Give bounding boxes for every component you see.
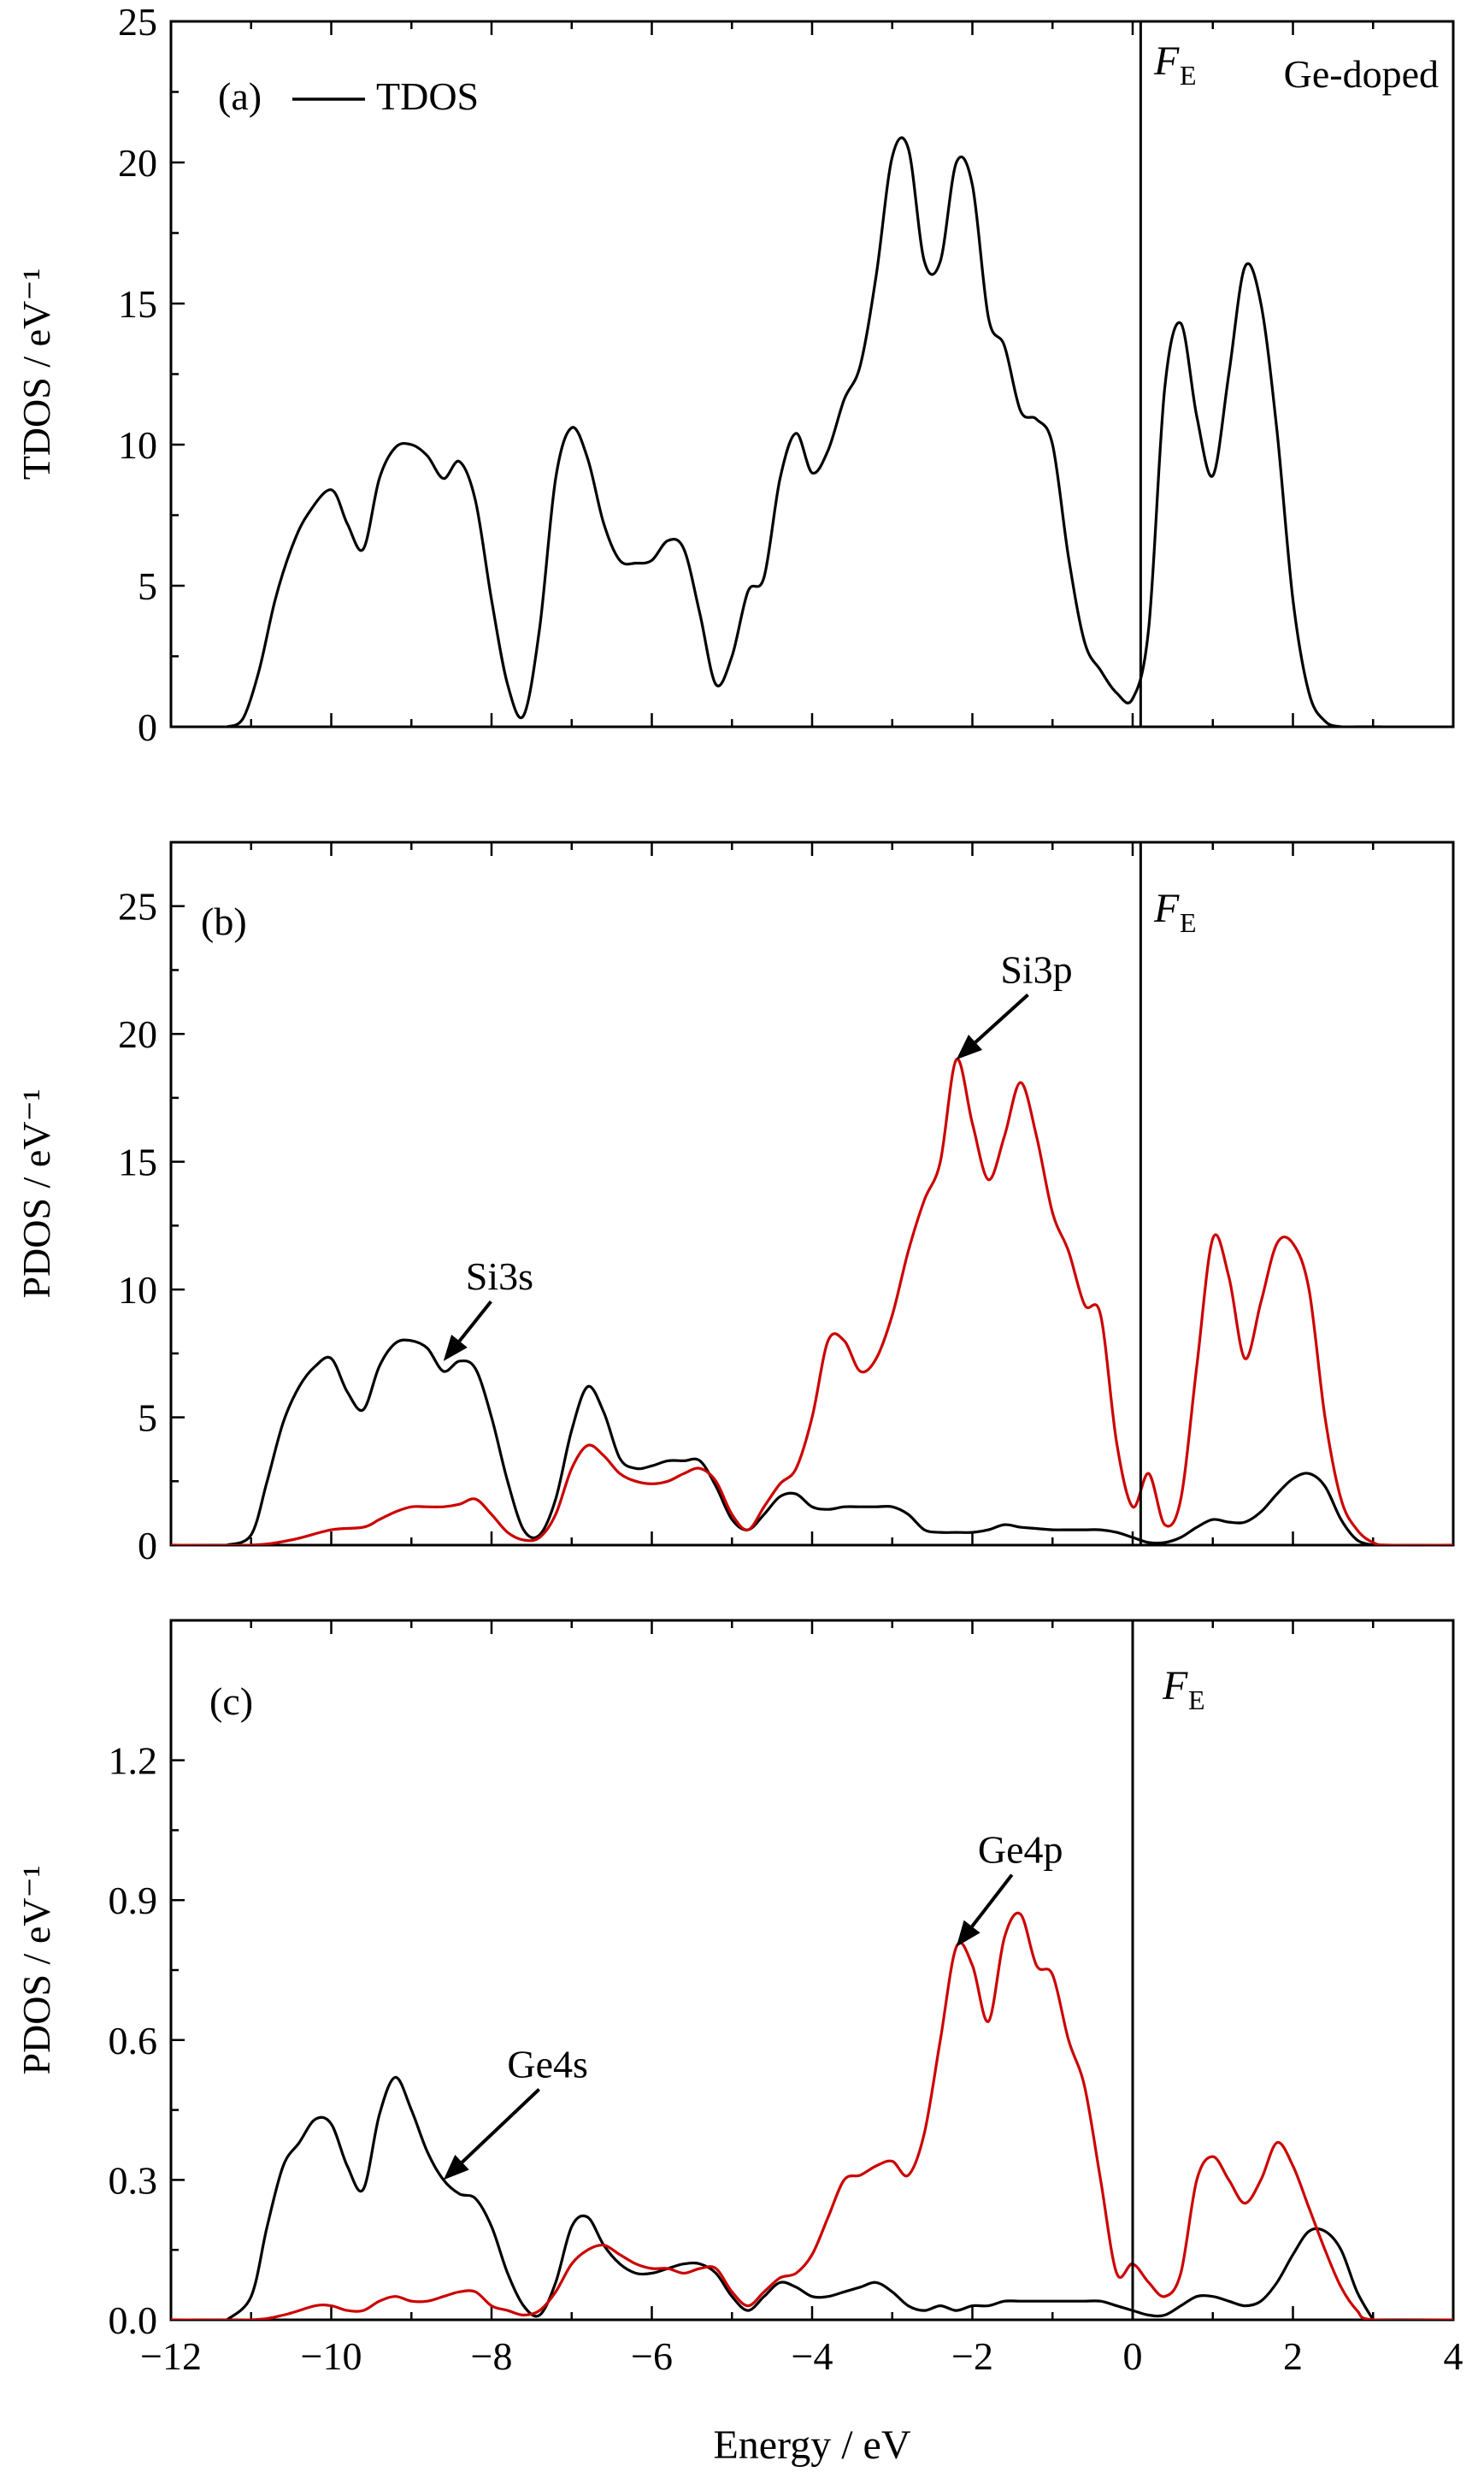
x-tick-label: −4: [792, 2334, 833, 2378]
panel-b-ytick-label: 10: [118, 1268, 157, 1312]
panel-c-ytick-label: 0.6: [109, 2019, 158, 2062]
x-tick-label: −10: [301, 2334, 362, 2378]
panel-a-legend-label: TDOS: [376, 74, 479, 118]
panel-b-series-si3p-line: [171, 1058, 1453, 1545]
panel-b-label: (b): [201, 900, 247, 943]
panel-a-ytick-label: 0: [138, 705, 157, 749]
panel-a-ytick-label: 25: [118, 0, 157, 44]
panel-c-y-ticks: 0.0 0.3 0.6 0.9 1.2: [109, 1739, 185, 2342]
x-axis-label: Energy / eV: [713, 2422, 910, 2468]
panel-c-frame: [169, 1619, 1455, 2322]
panel-c-ylabel: PDOS / eV⁻¹: [15, 1865, 58, 2074]
panel-b-annotation-arrowhead: [956, 1035, 983, 1060]
panel-b-frame: [169, 841, 1455, 1547]
panel-b-ytick-label: 0: [138, 1524, 157, 1567]
x-tick-label: −2: [951, 2334, 993, 2378]
panel-a-fermi-label: F: [1153, 38, 1180, 84]
panel-a-x-ticks: [169, 21, 1455, 727]
panel-c-ytick-label: 1.2: [109, 1739, 158, 1783]
panel-a-series-tdos-line: [226, 136, 1383, 727]
panel-c-ytick-label: 0.0: [109, 2298, 158, 2342]
panel-b-si-pdos: 0 5 10 15 20 25 F E Si3s Si3p PDOS / eV⁻¹ (b): [15, 841, 1455, 1567]
panel-b-series-si3s-line: [226, 1338, 1375, 1545]
panel-a-ytick-label: 15: [118, 282, 157, 326]
panel-b-ytick-label: 25: [118, 885, 157, 929]
panel-c-ytick-label: 0.3: [109, 2158, 158, 2202]
panel-b-y-ticks: 0 5 10 15 20 25: [118, 885, 185, 1567]
panel-a-ytick-label: 5: [138, 564, 157, 608]
panel-b-annotation-si3s: Si3s: [466, 1254, 533, 1298]
panel-c-annotation-arrow: [461, 2087, 541, 2164]
panel-a-y-ticks: 0 5 10 15 20 25: [118, 0, 185, 749]
panel-c-x-ticks: [169, 1620, 1455, 2320]
x-axis-tick-labels: −12 −10 −8 −6 −4 −2 0 2 4: [140, 2334, 1463, 2378]
panel-b-annotation-arrow: [974, 993, 1029, 1044]
panel-b-fermi-label-sub: E: [1180, 907, 1197, 938]
panel-c-annotation-arrow: [970, 1873, 1014, 1928]
panel-c-series-ge4p-line: [171, 1911, 1453, 2320]
panel-c-series-ge4s-line: [226, 2075, 1375, 2320]
panel-c-fermi-label-sub: E: [1188, 1684, 1205, 1715]
x-tick-label: 2: [1283, 2334, 1303, 2378]
x-tick-label: −6: [631, 2334, 673, 2378]
panel-b-annotation-si3p: Si3p: [1000, 947, 1072, 991]
panel-c-annotation-ge4p: Ge4p: [978, 1828, 1063, 1872]
panel-a-frame: [169, 20, 1455, 729]
panel-c-annotation-ge4s: Ge4s: [507, 2042, 588, 2086]
panel-b-x-ticks: [169, 842, 1455, 1545]
panel-b-ytick-label: 5: [138, 1396, 157, 1440]
panel-c-annotation-arrowhead: [443, 2155, 469, 2180]
panel-b-ytick-label: 20: [118, 1012, 157, 1056]
panel-b-ylabel: PDOS / eV⁻¹: [15, 1089, 58, 1298]
x-tick-label: −12: [140, 2334, 202, 2378]
panel-a-ytick-label: 20: [118, 141, 157, 185]
panel-c-plot-area: F E Ge4s Ge4p: [171, 1620, 1453, 2320]
panel-b-plot-area: F E Si3s Si3p: [171, 842, 1453, 1545]
x-tick-label: 0: [1123, 2334, 1143, 2378]
panel-c-fermi-label: F: [1162, 1663, 1188, 1708]
panel-b-fermi-label: F: [1153, 886, 1180, 931]
x-tick-label: −8: [471, 2334, 513, 2378]
panel-b-annotation-arrow: [457, 1300, 492, 1342]
panel-c-ytick-label: 0.9: [109, 1879, 158, 1922]
panel-b-ytick-label: 15: [118, 1141, 157, 1184]
panel-c-label: (c): [209, 1679, 253, 1723]
panel-a-ylabel: TDOS / eV⁻¹: [15, 268, 58, 481]
panel-a-fermi-label-sub: E: [1180, 60, 1197, 91]
panel-a-ytick-label: 10: [118, 423, 157, 467]
panel-b-annotation-arrowhead: [443, 1334, 468, 1361]
panel-a-label: (a): [218, 74, 262, 118]
panel-a-corner-text: Ge-doped: [1284, 52, 1439, 96]
x-tick-label: 4: [1444, 2334, 1463, 2378]
panel-c-ge-pdos: 0.0 0.3 0.6 0.9 1.2 F E Ge4s Ge4p PDOS / eV⁻¹ (…: [15, 1619, 1455, 2342]
panel-c-annotation-arrowhead: [956, 1920, 980, 1947]
